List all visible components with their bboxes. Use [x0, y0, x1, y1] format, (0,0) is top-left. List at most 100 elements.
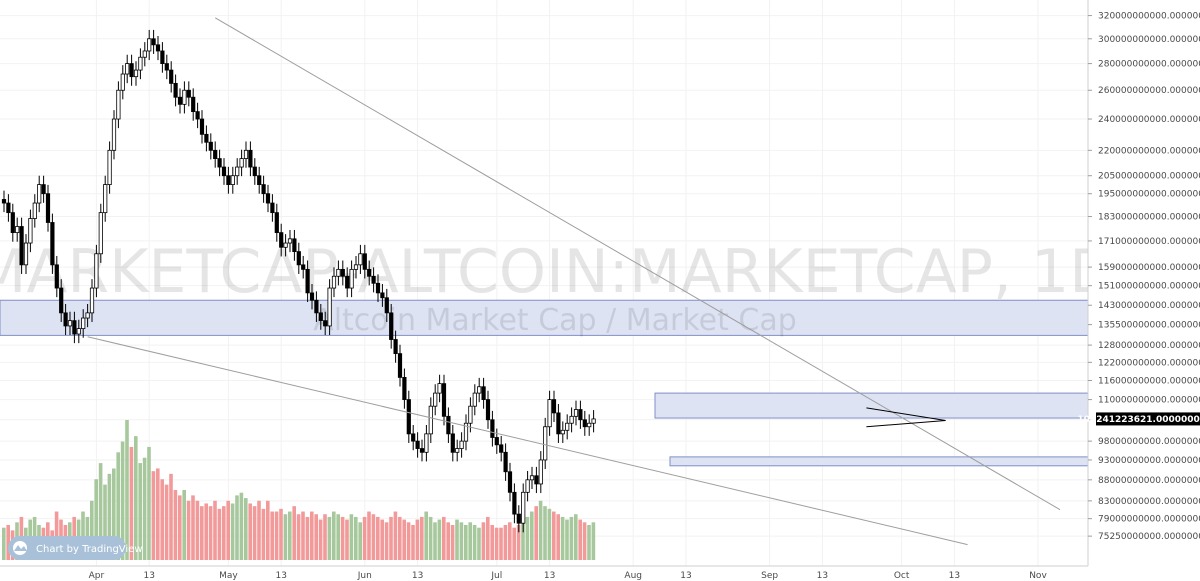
logo-text: Chart by TradingView [36, 544, 143, 555]
volume-bar [538, 500, 543, 560]
candle-body [28, 218, 33, 244]
volume-bar [54, 511, 59, 560]
candle-body [243, 149, 249, 159]
candle-body [32, 202, 37, 219]
candle-body [538, 459, 543, 485]
y-tick-label: 240000000000.0000000000 [1098, 115, 1200, 125]
y-tick-label: 88000000000.0000000000 [1098, 476, 1200, 486]
candle-body [85, 312, 90, 319]
candle-body [15, 226, 20, 234]
candle-body [213, 149, 218, 159]
candle-body [433, 392, 438, 407]
candle-body [494, 437, 499, 446]
y-tick-label: 205000000000.0000000000 [1098, 172, 1200, 182]
trendlines[interactable] [87, 17, 1061, 546]
volume-bar [266, 500, 270, 560]
volume-bar [230, 503, 235, 560]
volume-bar [428, 516, 433, 560]
volume-bar [384, 522, 389, 560]
candle-body [103, 184, 108, 214]
volume-bar [164, 484, 169, 560]
candle-body [265, 193, 271, 204]
volume-bar [442, 516, 446, 560]
volume-bar [376, 516, 380, 560]
volume-bars [2, 420, 596, 560]
volume-bar [283, 514, 288, 560]
volume-bar [468, 522, 472, 560]
volume-bar [358, 522, 362, 560]
volume-bar [340, 516, 345, 560]
x-tick-label: 13 [143, 571, 154, 581]
y-tick-label: 159000000000.0000000000 [1098, 263, 1200, 273]
candle-body [45, 193, 51, 223]
volume-bar [393, 511, 398, 560]
candle-body [587, 422, 592, 428]
volume-bar [477, 527, 481, 560]
candle-body [1, 199, 7, 204]
x-tick-label: 13 [412, 571, 423, 581]
candle-body [521, 491, 526, 524]
candle-body [186, 89, 191, 98]
volume-bar [582, 522, 587, 560]
candle-body [525, 479, 530, 493]
volume-bar [6, 525, 10, 560]
candle-body [565, 422, 570, 431]
candle-body [41, 184, 46, 195]
y-tick-label: 171000000000.0000000000 [1098, 237, 1200, 247]
volume-bar [380, 519, 384, 560]
candle-body [477, 386, 482, 394]
volume-bar [402, 519, 406, 560]
volume-bar [521, 522, 525, 560]
volume-bar [552, 511, 556, 560]
candle-body [314, 299, 319, 314]
time-axis[interactable]: Apr 13 May 13 Jun 13 Jul 13 Aug 13 Sep 13 Oct 13 Nov [89, 571, 1048, 581]
x-tick-label: 13 [275, 571, 286, 581]
y-tick-label: 79000000000.0000000000 [1098, 515, 1200, 525]
y-tick-label: 151000000000.0000000000 [1098, 282, 1200, 292]
price-candles[interactable] [1, 29, 596, 533]
volume-bar [512, 527, 516, 560]
volume-bar [499, 527, 503, 560]
volume-bar [534, 506, 538, 560]
candle-body [287, 238, 293, 244]
candle-body [507, 471, 513, 493]
price-axis[interactable]: 320000000000.0000000000 300000000000.0000… [1088, 12, 1200, 543]
candle-body [23, 242, 29, 266]
tradingview-logo[interactable]: Chart by TradingView [8, 536, 143, 560]
candle-body [301, 264, 306, 270]
volume-bar [120, 441, 125, 560]
candle-body [177, 96, 183, 105]
volume-bar [147, 446, 151, 560]
volume-bar [481, 522, 486, 560]
y-tick-label: 93000000000.0000000000 [1098, 456, 1200, 466]
volume-bar [472, 525, 477, 560]
candle-body [204, 133, 209, 143]
volume-bar [288, 511, 292, 560]
volume-bar [90, 500, 94, 560]
candle-body [327, 287, 332, 327]
volume-bar [367, 511, 371, 560]
candle-body [402, 377, 407, 400]
candle-body [296, 251, 301, 266]
candle-body [499, 444, 504, 453]
candle-body [10, 212, 15, 234]
candle-body [182, 89, 187, 105]
volume-bar [138, 463, 142, 560]
candle-body [147, 38, 152, 52]
candle-body [116, 89, 121, 120]
volume-bar [186, 500, 191, 560]
candle-body [450, 433, 455, 453]
candle-body [437, 383, 442, 394]
candle-body [54, 264, 59, 289]
y-tick-label: 122000000000.0000000000 [1098, 358, 1200, 368]
candle-body [199, 118, 205, 135]
candle-body [424, 433, 429, 453]
candle-body [195, 111, 200, 120]
candle-body [129, 63, 134, 78]
x-tick-label: 13 [949, 571, 960, 581]
candle-body [323, 320, 328, 327]
candle-body [556, 412, 561, 435]
